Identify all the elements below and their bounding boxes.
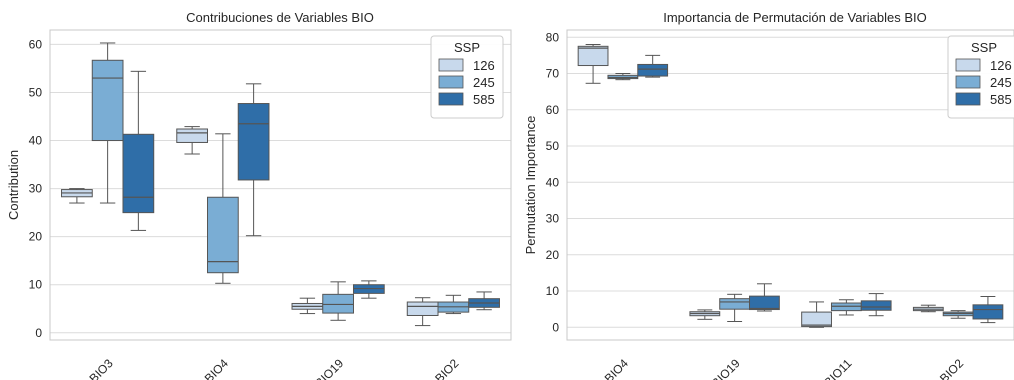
y-tick-label: 40 <box>546 175 560 189</box>
legend-label: 245 <box>990 75 1012 90</box>
legend-swatch <box>438 58 464 72</box>
box-245-BIO3 <box>91 42 124 204</box>
box-585-BIO2 <box>972 295 1004 324</box>
y-tick-label: 30 <box>546 212 560 226</box>
box-body <box>577 45 609 67</box>
y-tick-label: 20 <box>546 248 560 262</box>
y-tick-label: 20 <box>29 230 43 244</box>
x-tick-label: BIO3 <box>87 356 116 380</box>
box-body <box>972 304 1004 320</box>
y-tick-label: 40 <box>29 134 43 148</box>
y-tick-label: 0 <box>552 320 559 334</box>
box-245-BIO19 <box>719 293 751 323</box>
box-585-BIO19 <box>352 280 385 299</box>
box-585-BIO2 <box>468 291 500 311</box>
legend-label: 245 <box>473 75 495 90</box>
chart-permutation-importance: Importancia de Permutación de Variables … <box>523 10 1014 380</box>
box-body <box>719 298 751 310</box>
box-126-BIO19 <box>689 309 721 320</box>
box-585-BIO11 <box>860 293 892 317</box>
y-tick-label: 70 <box>546 67 560 81</box>
y-axis-label: Contribution <box>6 150 21 220</box>
plot-frame <box>49 29 512 341</box>
legend-title: SSP <box>454 40 480 55</box>
y-tick-label: 50 <box>546 139 560 153</box>
box-245-BIO4 <box>207 133 239 284</box>
box-body <box>122 133 155 214</box>
box-body <box>237 103 270 181</box>
x-tick-label: BIO19 <box>709 356 743 380</box>
chart-contributions: Contribuciones de Variables BIO Contribu… <box>6 10 512 380</box>
y-tick-label: 10 <box>546 284 560 298</box>
plot-frame <box>566 29 1014 341</box>
x-tick-label: BIO11 <box>821 356 855 380</box>
box-585-BIO19 <box>749 283 780 312</box>
box-126-BIO4 <box>577 44 609 84</box>
legend-swatch <box>955 75 981 89</box>
box-126-BIO4 <box>176 126 209 155</box>
box-245-BIO2 <box>942 310 974 319</box>
box-126-BIO3 <box>61 188 93 204</box>
chart-title: Contribuciones de Variables BIO <box>186 10 374 25</box>
y-tick-label: 80 <box>546 30 560 44</box>
grid <box>567 36 1014 328</box>
box-126-BIO2 <box>406 297 439 327</box>
legend-label: 585 <box>473 92 495 107</box>
box-body <box>860 300 892 311</box>
box-body <box>322 293 354 314</box>
x-tick-label: BIO4 <box>202 356 231 380</box>
y-tick-label: 10 <box>29 278 43 292</box>
y-axis-label: Permutation Importance <box>523 116 538 255</box>
boxes <box>61 42 500 327</box>
box-body <box>637 63 669 77</box>
y-tick-label: 30 <box>29 182 43 196</box>
legend-swatch <box>438 75 464 89</box>
box-body <box>801 311 832 328</box>
boxes <box>577 44 1004 328</box>
legend-label: 585 <box>990 92 1012 107</box>
box-245-BIO19 <box>322 281 354 321</box>
legend-swatch <box>955 58 981 72</box>
chart-title: Importancia de Permutación de Variables … <box>663 10 927 25</box>
box-245-BIO11 <box>830 299 862 316</box>
legend: SSP 126 245 585 <box>947 35 1014 119</box>
box-585-BIO4 <box>237 83 270 237</box>
box-body <box>91 59 124 142</box>
legend: SSP 126 245 585 <box>430 35 504 119</box>
x-tick-label: BIO19 <box>312 356 346 380</box>
x-tick-label: BIO2 <box>432 356 461 380</box>
box-126-BIO11 <box>801 301 832 328</box>
x-tick-label: BIO4 <box>602 356 631 380</box>
y-tick-label: 0 <box>35 326 42 340</box>
x-tick-label: BIO2 <box>937 356 966 380</box>
box-body <box>207 196 239 274</box>
box-body <box>749 295 780 311</box>
box-126-BIO19 <box>291 297 324 315</box>
legend-title: SSP <box>971 40 997 55</box>
box-body <box>406 301 439 316</box>
legend-label: 126 <box>990 58 1012 73</box>
y-tick-label: 50 <box>29 85 43 99</box>
legend-label: 126 <box>473 58 495 73</box>
box-245-BIO2 <box>437 294 470 315</box>
box-126-BIO2 <box>912 304 944 313</box>
legend-swatch <box>955 92 981 106</box>
y-tick-label: 60 <box>546 103 560 117</box>
box-585-BIO3 <box>122 70 155 231</box>
box-585-BIO4 <box>637 54 669 78</box>
legend-swatch <box>438 92 464 106</box>
box-body <box>176 128 209 143</box>
y-tick-label: 60 <box>29 37 43 51</box>
box-245-BIO4 <box>607 73 639 81</box>
